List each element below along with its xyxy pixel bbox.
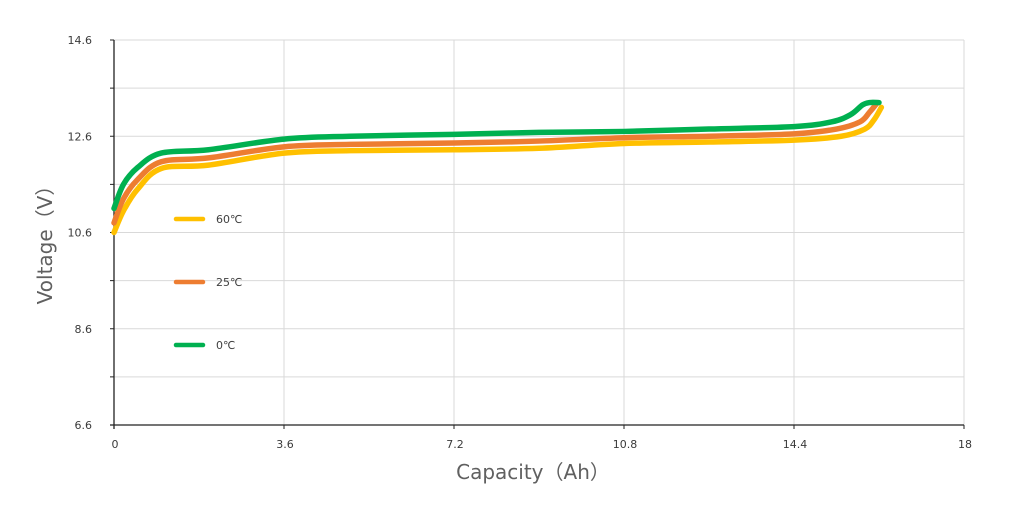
y-tick-labels: 6.6 8.6 10.6 12.6 14.6 bbox=[68, 34, 93, 432]
x-axis-title: Capacity（Ah） bbox=[456, 460, 610, 484]
x-tick-label: 18 bbox=[958, 438, 972, 451]
y-tick-label: 10.6 bbox=[68, 227, 93, 240]
x-tick-label: 3.6 bbox=[276, 438, 294, 451]
x-tick-label: 14.4 bbox=[783, 438, 808, 451]
y-axis-title: Voltage（V） bbox=[33, 176, 57, 305]
x-tick-label: 0 bbox=[112, 438, 119, 451]
series-line-25c bbox=[111, 100, 880, 226]
legend-label: 60℃ bbox=[216, 213, 242, 226]
legend-item: 25℃ bbox=[173, 276, 242, 289]
series-line-60c bbox=[111, 104, 885, 236]
gridlines bbox=[114, 39, 965, 425]
x-tick-labels: 0 3.6 7.2 10.8 14.4 18 bbox=[112, 438, 973, 451]
legend-item: 60℃ bbox=[173, 213, 242, 226]
y-tick-label: 6.6 bbox=[75, 419, 93, 432]
series-lines bbox=[111, 99, 885, 236]
legend-item: 0℃ bbox=[173, 339, 235, 352]
x-tick-label: 10.8 bbox=[613, 438, 638, 451]
legend-label: 25℃ bbox=[216, 276, 242, 289]
y-tick-label: 8.6 bbox=[75, 323, 93, 336]
legend-label: 0℃ bbox=[216, 339, 235, 352]
series-line-0c bbox=[111, 99, 882, 212]
x-tick-label: 7.2 bbox=[446, 438, 464, 451]
axes bbox=[110, 39, 965, 429]
y-tick-label: 12.6 bbox=[68, 130, 93, 143]
y-tick-label: 14.6 bbox=[68, 34, 93, 47]
legend: 60℃ 25℃ 0℃ bbox=[173, 213, 242, 352]
